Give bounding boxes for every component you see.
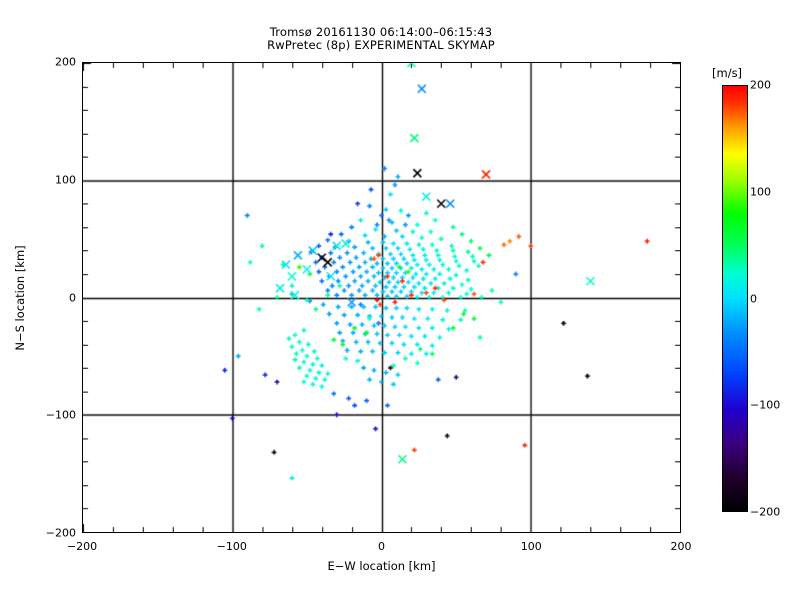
- colorbar-tick-label: 0: [750, 292, 757, 305]
- y-axis-title: N−S location [km]: [13, 245, 27, 351]
- x-tick-label: 200: [670, 540, 692, 553]
- x-tick-label: −200: [66, 540, 98, 553]
- chart-title: Tromsø 20161130 06:14:00–06:15:43 RwPret…: [0, 26, 762, 52]
- x-tick-label: 100: [520, 540, 542, 553]
- y-tick-label: 100: [55, 173, 76, 187]
- x-tick-label: −100: [216, 540, 247, 553]
- colorbar-tick-label: −100: [750, 398, 781, 412]
- y-tick-label: −200: [45, 526, 76, 540]
- scatter-points-canvas: [83, 63, 680, 532]
- title-line-2: RwPretec (8p) EXPERIMENTAL SKYMAP: [267, 38, 495, 52]
- colorbar-unit-label: [m/s]: [712, 66, 743, 80]
- colorbar-tick-label: 100: [750, 185, 771, 199]
- y-tick-label: 200: [55, 55, 76, 69]
- scatter-plot-area: [82, 62, 681, 533]
- x-axis-title: E−W location [km]: [327, 559, 436, 573]
- colorbar-gradient: [722, 85, 748, 512]
- x-tick-label: 0: [378, 540, 385, 553]
- colorbar-tick-label: 200: [750, 78, 771, 92]
- y-tick-label: −100: [45, 408, 76, 422]
- y-tick-label: 0: [69, 291, 76, 304]
- title-line-1: Tromsø 20161130 06:14:00–06:15:43: [269, 25, 493, 39]
- colorbar-tick-label: −200: [750, 505, 781, 519]
- colorbar: [722, 85, 748, 512]
